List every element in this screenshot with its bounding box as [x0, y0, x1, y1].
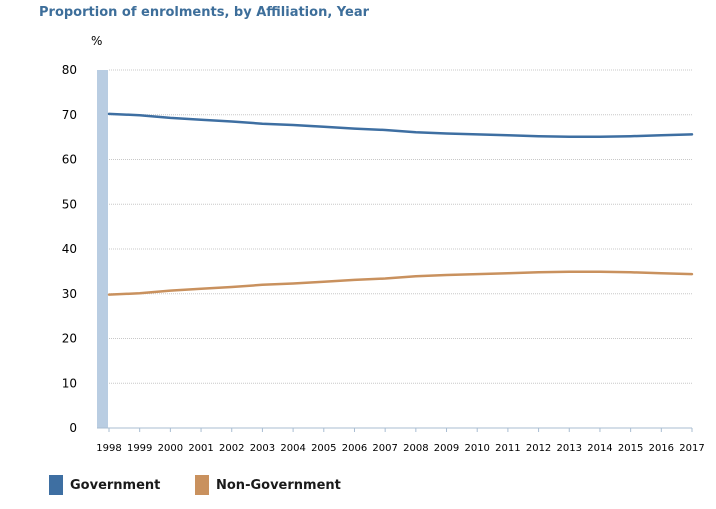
x-tick-label: 2005	[311, 443, 336, 454]
legend-label-non-government: Non-Government	[216, 477, 341, 493]
x-axis-ticks: 1998 1999 2000 2001 2002 2003 2004 2005 2006 2007…	[96, 428, 705, 454]
series-line-government[interactable]	[107, 112, 694, 138]
x-tick-label: 2008	[403, 443, 428, 454]
y-tick-label: 60	[62, 153, 77, 167]
x-tick-label: 2009	[434, 443, 459, 454]
x-tick-label: 2010	[464, 443, 489, 454]
x-tick-label: 2007	[372, 443, 397, 454]
y-axis-band	[97, 70, 108, 428]
y-axis-ticks: 0 10 20 30 40 50 60 70 80	[62, 63, 77, 435]
legend-swatch-government	[49, 475, 63, 495]
y-tick-label: 30	[62, 287, 77, 301]
gridlines	[109, 69, 692, 384]
x-tick-label: 2002	[219, 443, 244, 454]
y-tick-label: 40	[62, 242, 77, 256]
x-tick-label: 2001	[188, 443, 213, 454]
y-tick-label: 50	[62, 197, 77, 211]
x-tick-label: 2013	[557, 443, 582, 454]
legend-item-government[interactable]: Government	[49, 474, 160, 496]
x-tick-label: 2012	[526, 443, 551, 454]
x-tick-label: 2004	[280, 443, 305, 454]
x-tick-label: 2014	[587, 443, 612, 454]
x-tick-label: 1998	[96, 443, 121, 454]
y-tick-label: 10	[62, 376, 77, 390]
y-axis-unit-label: %	[91, 34, 102, 48]
x-tick-label: 2011	[495, 443, 520, 454]
x-tick-label: 2015	[618, 443, 643, 454]
x-tick-label: 2006	[342, 443, 367, 454]
y-tick-label: 70	[62, 108, 77, 122]
x-tick-label: 2016	[649, 443, 674, 454]
legend-item-non-government[interactable]: Non-Government	[195, 474, 341, 496]
x-tick-label: 2000	[158, 443, 183, 454]
chart-title: Proportion of enrolments, by Affiliation…	[39, 5, 370, 20]
series-line-non-government[interactable]	[107, 270, 694, 296]
y-tick-label: 20	[62, 332, 77, 346]
legend-swatch-non-government	[195, 475, 209, 495]
legend-label-government: Government	[70, 477, 161, 493]
x-tick-label: 2017	[679, 443, 704, 454]
y-tick-label: 0	[69, 421, 77, 435]
x-tick-label: 1999	[127, 443, 152, 454]
x-tick-label: 2003	[250, 443, 275, 454]
y-tick-label: 80	[62, 63, 77, 77]
series-lines	[107, 112, 694, 296]
